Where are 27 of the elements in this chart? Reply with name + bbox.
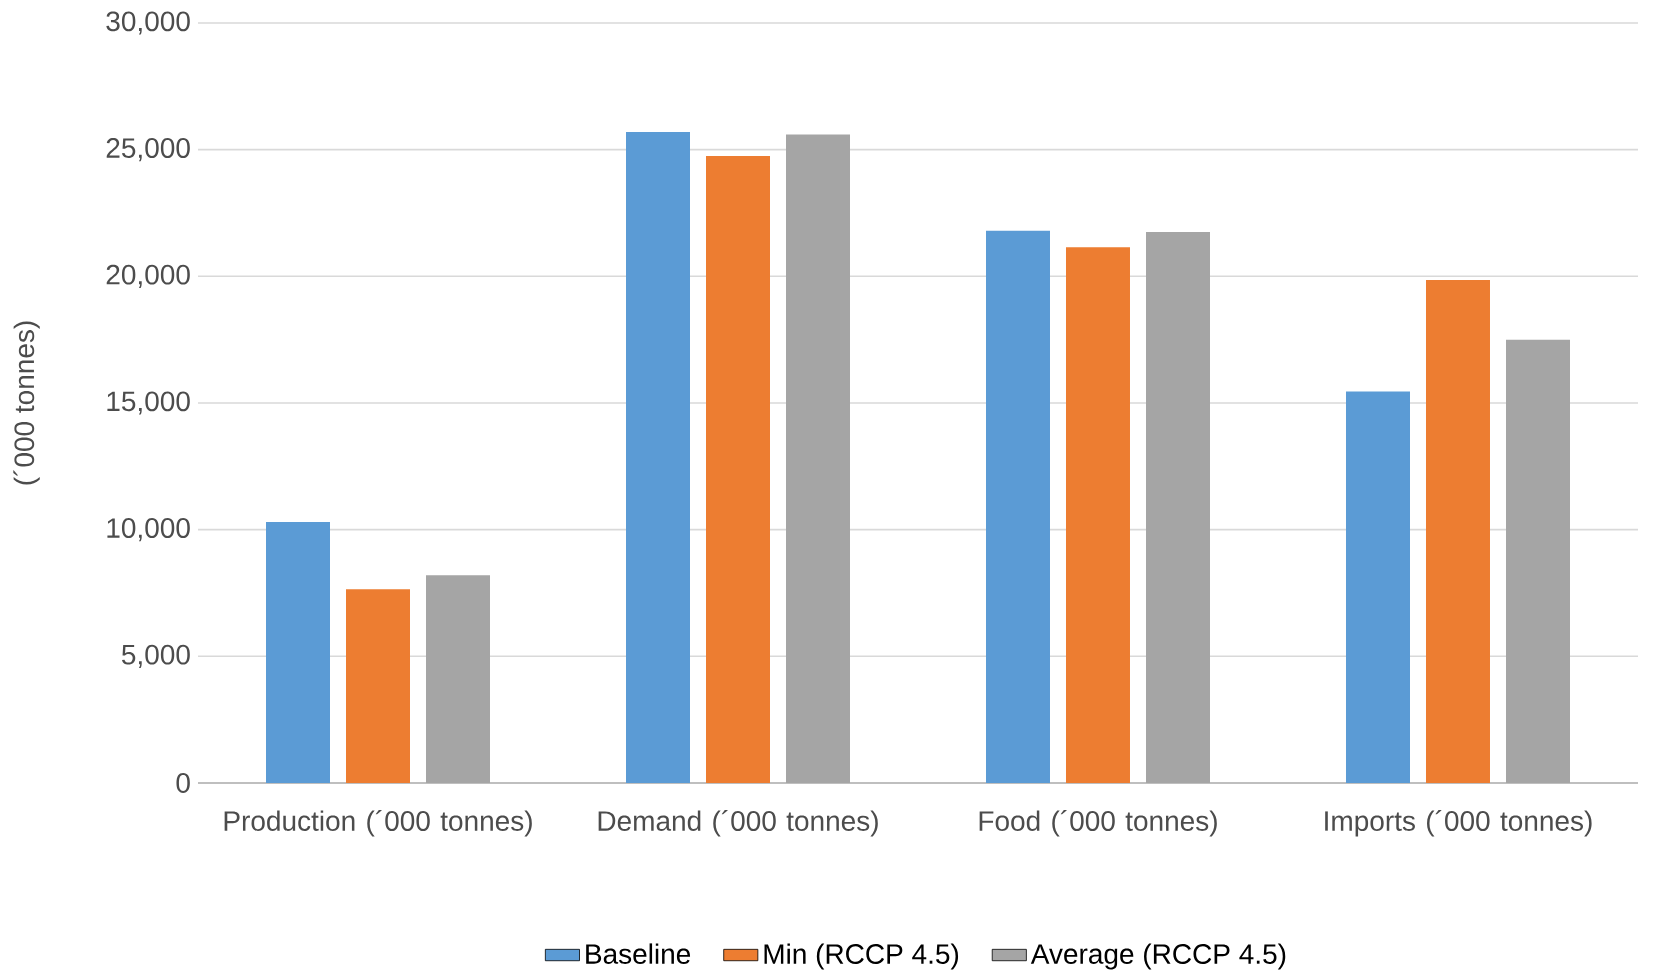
bar [266, 522, 330, 784]
y-axis-title: (´000 tonnes) [13, 321, 40, 485]
x-tick-label: Imports (´000 tonnes) [1325, 810, 1592, 837]
bar [1066, 247, 1130, 784]
y-tick-label: 20,000 [106, 264, 190, 289]
bar [626, 132, 690, 784]
bar [1146, 232, 1210, 784]
bar [346, 589, 410, 784]
legend-label: Min (RCCP 4.5) [764, 943, 959, 970]
bar [1426, 280, 1490, 784]
bar [986, 230, 1050, 784]
y-tick-label: 0 [176, 773, 190, 794]
legend-label: Baseline [586, 943, 691, 965]
x-tick-label: Demand (´000 tonnes) [598, 810, 878, 837]
y-tick-label: 5,000 [122, 644, 190, 669]
bar [786, 134, 850, 784]
y-tick-label: 30,000 [106, 11, 190, 35]
bar [1506, 339, 1570, 784]
y-tick-label: 25,000 [106, 138, 190, 162]
bar [706, 156, 770, 784]
y-tick-label: 10,000 [107, 518, 190, 542]
y-tick-label: 15,000 [107, 391, 190, 415]
x-tick-label: Food (´000 tonnes) [979, 810, 1217, 837]
bar [426, 575, 490, 784]
x-tick-label: Production (´000 tonnes) [224, 810, 532, 837]
bar [1346, 391, 1410, 784]
legend-label: Average (RCCP 4.5) [1030, 943, 1286, 970]
